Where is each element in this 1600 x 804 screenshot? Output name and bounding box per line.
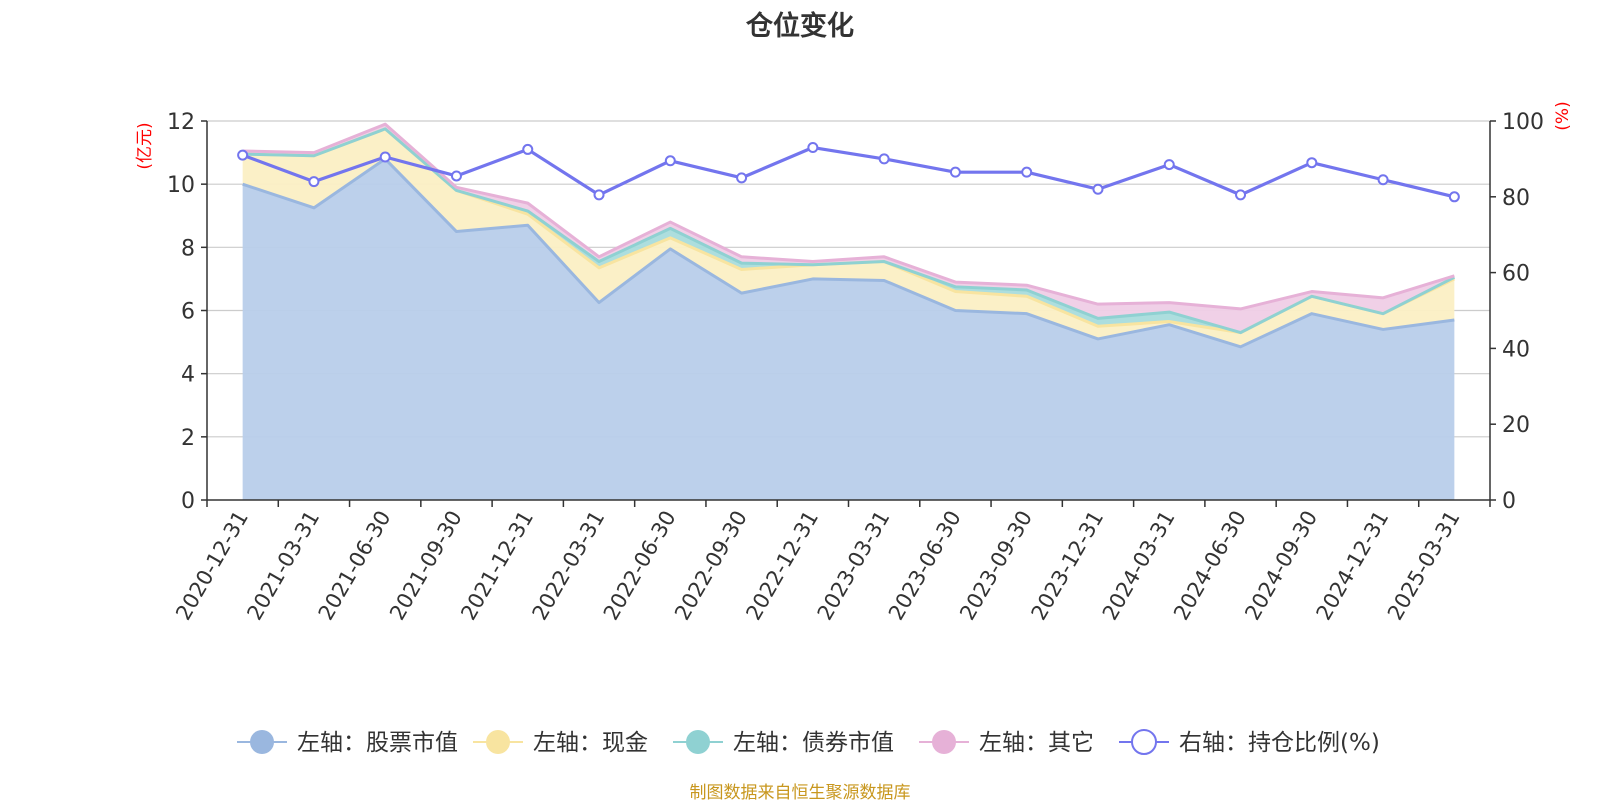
x-tick-label: 2021-09-30	[385, 507, 467, 625]
right-tick-label: 40	[1502, 337, 1530, 362]
x-tick-label: 2022-12-31	[741, 507, 823, 625]
legend-label: 左轴：股票市值	[297, 730, 458, 756]
left-tick-label: 10	[167, 173, 195, 198]
legend-item: 左轴：其它	[919, 730, 1094, 756]
x-tick-label: 2024-09-30	[1240, 507, 1322, 625]
legend-swatch-marker	[932, 730, 956, 754]
left-tick-label: 2	[181, 426, 195, 451]
legend-item: 左轴：债券市值	[673, 730, 894, 756]
right-tick-label: 80	[1502, 186, 1530, 211]
ratio-point	[1377, 174, 1389, 186]
right-tick-label: 20	[1502, 413, 1530, 438]
ratio-point	[807, 142, 819, 154]
x-tick-label: 2024-12-31	[1312, 507, 1394, 625]
area-fill-0	[242, 158, 1455, 500]
ratio-point	[379, 151, 391, 163]
x-tick-label: 2021-03-31	[242, 507, 324, 625]
left-tick-label: 4	[181, 363, 195, 388]
area-line-0	[242, 157, 1455, 349]
area-fill-1	[242, 128, 1455, 347]
x-tick-label: 2023-12-31	[1026, 507, 1108, 625]
ratio-point	[1163, 159, 1175, 171]
x-tick-label: 2023-03-31	[813, 507, 895, 625]
x-tick-label: 2022-09-30	[670, 507, 752, 625]
legend-swatch-marker	[486, 730, 510, 754]
ratio-point	[308, 176, 320, 188]
left-tick-label: 0	[181, 489, 195, 514]
legend-swatch-marker	[250, 730, 274, 754]
ratio-point	[237, 149, 249, 161]
right-axis-unit: (%)	[1553, 101, 1573, 130]
right-tick-label: 100	[1502, 110, 1544, 135]
chart-title: 仓位变化	[746, 11, 854, 42]
ratio-line	[242, 145, 1455, 199]
ratio-point	[1448, 191, 1460, 203]
legend-item: 右轴：持仓比例(%)	[1119, 729, 1380, 756]
area-line-2	[242, 127, 1456, 335]
x-tick-label: 2024-06-30	[1169, 507, 1251, 625]
right-tick-label: 0	[1502, 489, 1516, 514]
x-tick-label: 2021-06-30	[314, 507, 396, 625]
ratio-point	[949, 166, 961, 178]
ratio-point	[1021, 166, 1033, 178]
area-line-3	[242, 122, 1455, 311]
legend-item: 左轴：现金	[473, 730, 648, 756]
legend-swatch-marker	[1131, 729, 1157, 755]
x-tick-label: 2022-06-30	[599, 507, 681, 625]
ratio-point	[522, 143, 534, 155]
right-tick-label: 60	[1502, 262, 1530, 287]
x-tick-label: 2023-09-30	[955, 507, 1037, 625]
x-tick-label: 2020-12-31	[171, 507, 253, 625]
ratio-point	[1306, 157, 1318, 169]
ratio-point	[664, 155, 676, 167]
ratio-point	[593, 189, 605, 201]
ratio-point	[878, 153, 890, 165]
left-tick-label: 6	[181, 300, 195, 325]
ratio-point	[1235, 189, 1247, 201]
legend-label: 右轴：持仓比例(%)	[1179, 730, 1380, 756]
legend-label: 左轴：其它	[979, 730, 1094, 756]
left-axis-unit: (亿元)	[135, 122, 155, 169]
x-tick-label: 2024-03-31	[1098, 507, 1180, 625]
ratio-point	[736, 172, 748, 184]
legend-label: 左轴：债券市值	[733, 730, 894, 756]
source-note: 制图数据来自恒生聚源数据库	[689, 783, 911, 803]
left-tick-label: 12	[167, 110, 195, 135]
x-tick-label: 2021-12-31	[456, 507, 538, 625]
x-tick-label: 2022-03-31	[528, 507, 610, 625]
legend-swatch-marker	[686, 730, 710, 754]
legend-label: 左轴：现金	[533, 730, 648, 756]
x-tick-label: 2023-06-30	[884, 507, 966, 625]
legend-item: 左轴：股票市值	[237, 730, 458, 756]
ratio-point	[450, 170, 462, 182]
ratio-point	[1092, 183, 1104, 195]
x-tick-label: 2025-03-31	[1383, 507, 1465, 625]
left-tick-label: 8	[181, 236, 195, 261]
